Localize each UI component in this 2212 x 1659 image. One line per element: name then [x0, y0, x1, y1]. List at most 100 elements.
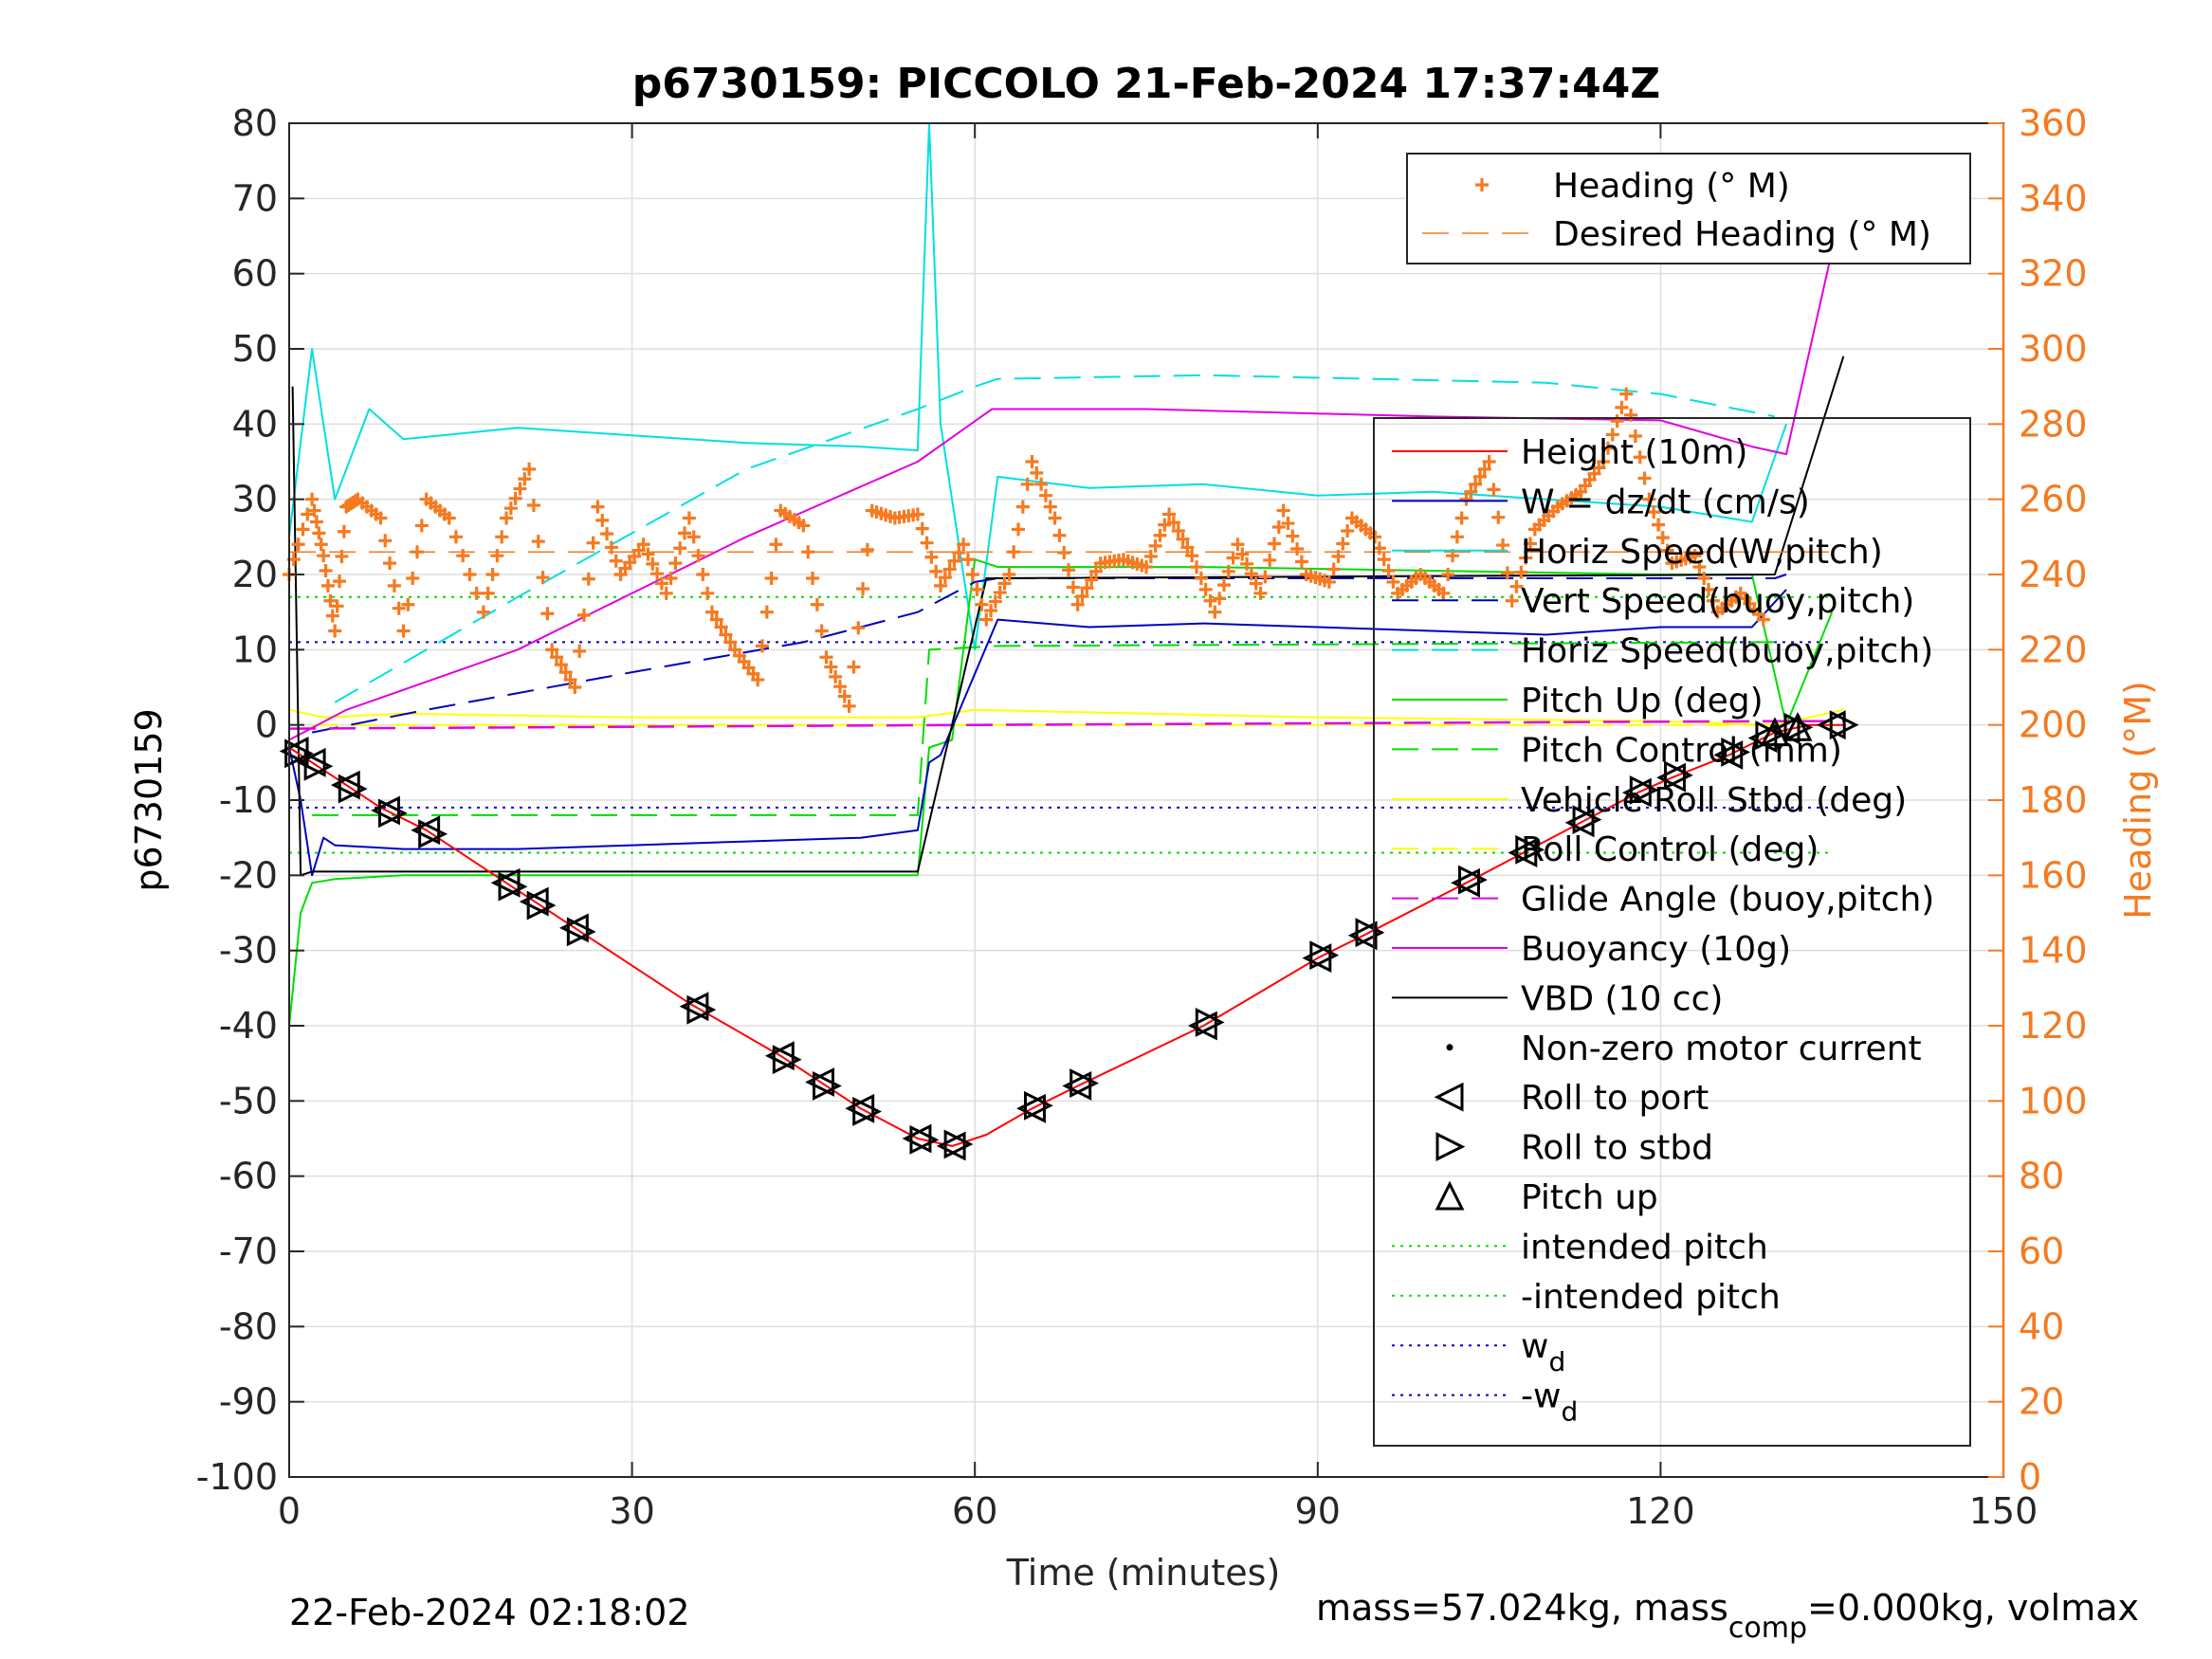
heading-point — [410, 545, 424, 559]
legend-label: Roll to stbd — [1521, 1129, 1713, 1168]
heading-point — [1143, 549, 1158, 563]
legend-label: intended pitch — [1521, 1228, 1768, 1267]
heading-point — [1450, 530, 1464, 544]
heading-point — [1231, 538, 1245, 552]
roll-stbd-marker — [338, 774, 368, 804]
roll-stbd-marker — [1023, 1090, 1053, 1121]
heading-point — [659, 586, 673, 600]
heading-point — [993, 586, 1007, 600]
heading-point — [1088, 564, 1103, 578]
heading-point — [320, 578, 335, 592]
chart-title: p6730159: PICCOLO 21-Feb-2024 17:37:44Z — [632, 60, 1660, 108]
heading-point — [1043, 500, 1057, 514]
legend-symbol — [1434, 1082, 1464, 1112]
roll-stbd-marker — [1663, 760, 1693, 791]
heading-point — [1386, 574, 1400, 589]
heading-point — [842, 699, 856, 713]
y-tick-label-right: 180 — [2019, 779, 2088, 821]
roll-stbd-marker — [1195, 1008, 1225, 1037]
heading-point — [1048, 511, 1062, 525]
heading-point — [1692, 560, 1707, 574]
heading-point — [1075, 590, 1089, 604]
heading-point — [1647, 505, 1661, 520]
heading-point — [522, 462, 537, 476]
heading-point — [696, 568, 710, 581]
heading-point — [1249, 576, 1263, 591]
heading-point — [463, 568, 477, 581]
heading-point — [325, 609, 339, 623]
heading-point — [646, 556, 660, 571]
heading-point — [1052, 528, 1067, 542]
roll-stbd-marker — [1829, 710, 1859, 740]
heading-point — [333, 574, 347, 589]
heading-point — [650, 567, 665, 581]
heading-point — [1605, 428, 1619, 442]
heading-point — [1271, 520, 1286, 535]
heading-point — [1263, 553, 1277, 567]
heading-point — [456, 549, 470, 563]
heading-point — [317, 549, 331, 563]
axis-layer: 0 30 60 90 120 150-100-90-80-70-60-50-40-30-2… — [196, 102, 2088, 1532]
y-tick-label-left: -50 — [219, 1080, 278, 1121]
heading-point — [1007, 545, 1021, 559]
y-tick-label-right: 240 — [2019, 554, 2088, 595]
heading-point — [500, 511, 514, 525]
y-tick-label-right: 260 — [2019, 479, 2088, 520]
y-tick-label-left: -20 — [219, 854, 278, 896]
heading-point — [540, 607, 555, 621]
heading-point — [814, 624, 829, 638]
heading-point — [1085, 573, 1099, 587]
heading-point — [1012, 522, 1025, 537]
heading-point — [960, 553, 975, 567]
heading-point — [1166, 516, 1180, 530]
heading-point — [1702, 582, 1716, 596]
y-tick-label-right: 200 — [2019, 704, 2088, 746]
roll-stbd-marker — [686, 994, 717, 1025]
legend-label: Pitch Up (deg) — [1521, 682, 1764, 720]
heading-point — [1624, 408, 1638, 422]
heading-point — [495, 530, 509, 544]
heading-point — [1381, 564, 1396, 578]
heading-point — [806, 571, 820, 585]
y-tick-label-right: 40 — [2019, 1305, 2064, 1347]
heading-point — [568, 681, 582, 694]
heading-point — [604, 540, 618, 555]
heading-point — [383, 556, 397, 571]
heading-point — [769, 538, 783, 552]
heading-point — [682, 511, 696, 525]
heading-point — [1185, 549, 1199, 563]
roll-stbd-marker — [1069, 1068, 1100, 1099]
series-line — [288, 708, 1844, 726]
heading-point — [442, 511, 456, 525]
heading-point — [723, 635, 738, 649]
heading-point — [1080, 581, 1094, 595]
heading-point — [654, 576, 668, 591]
heading-point — [856, 582, 870, 596]
heading-point — [1491, 510, 1506, 524]
footer-mass-post: =0.000kg, volmax — [1807, 1587, 2139, 1629]
heading-point — [668, 556, 683, 571]
heading-point — [1336, 537, 1350, 551]
x-tick-label: 30 — [609, 1490, 654, 1532]
heading-point — [1020, 477, 1034, 491]
heading-point — [307, 503, 321, 518]
heading-point — [1226, 551, 1240, 565]
heading-point — [1688, 549, 1702, 563]
heading-point — [1070, 597, 1085, 611]
legend-label: Pitch up — [1521, 1178, 1658, 1217]
footer-mass: mass=57.024kg, masscomp=0.000kg, volmax — [1316, 1587, 2139, 1645]
heading-point — [920, 536, 934, 550]
roll-stbd-marker — [526, 890, 557, 921]
roll-stbd-marker — [772, 1045, 802, 1075]
y-tick-label-right: 80 — [2019, 1156, 2064, 1197]
y-tick-label-left: 0 — [255, 704, 278, 746]
heading-point — [1038, 488, 1052, 502]
heading-point — [1505, 593, 1519, 608]
y-tick-label-left: 60 — [232, 253, 278, 295]
legend-label: Height (10m) — [1521, 433, 1747, 472]
heading-point — [330, 599, 344, 613]
y-tick-label-left: -90 — [219, 1381, 278, 1423]
heading-point — [1487, 483, 1501, 497]
y-tick-label-left: 70 — [232, 177, 278, 219]
legend-label: Vert Speed(buoy,pitch) — [1521, 582, 1914, 621]
